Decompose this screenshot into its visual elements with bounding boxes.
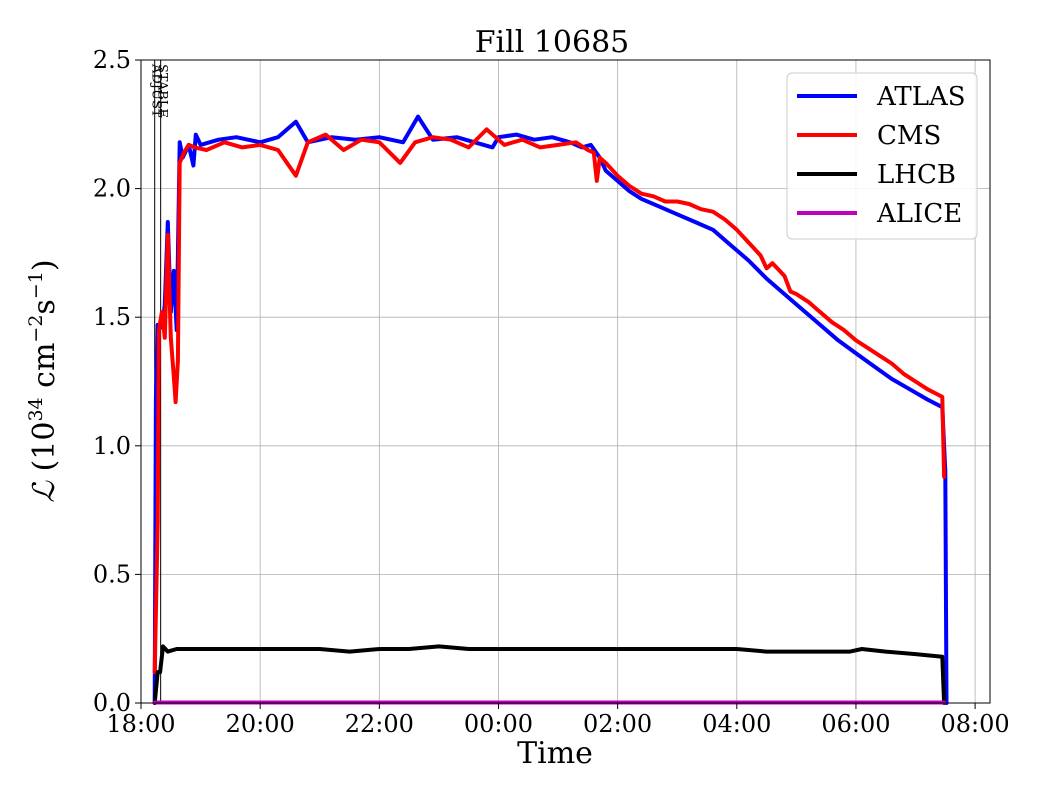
x-tick-label: 08:00 (941, 710, 1010, 738)
series-line-cms (152, 127, 947, 675)
y-tick-label: 0.5 (93, 560, 131, 588)
x-tick-label: 04:00 (702, 710, 771, 738)
y-axis-label-mid: cm (27, 343, 62, 398)
y-axis-label-exp1: 34 (25, 397, 47, 421)
legend: ATLAS CMS LHCB ALICE (786, 72, 978, 240)
y-tick-label: 2.5 (93, 46, 131, 74)
y-axis-label-exp2: −2 (25, 315, 47, 343)
y-tick-label: 1.5 (93, 303, 131, 331)
y-axis-label-exp3: −1 (25, 271, 47, 299)
legend-label-alice: ALICE (876, 199, 962, 229)
y-axis-label: ℒ (1034 cm−2s−1) (25, 259, 62, 502)
x-tick-label: 18:00 (106, 710, 175, 738)
x-tick-label: 00:00 (464, 710, 533, 738)
y-tick-label: 2.0 (93, 175, 131, 203)
y-axis-label-open: (10 (27, 422, 62, 481)
state-marker-label: ADJUST (149, 63, 164, 118)
x-axis-ticks: 18:00 20:00 22:00 00:00 02:00 04:00 06:00 08:00 (106, 703, 1010, 738)
y-axis-label-close: ) (27, 259, 62, 271)
legend-label-lhcb: LHCB (877, 160, 956, 190)
legend-label-cms: CMS (877, 121, 941, 151)
x-tick-label: 06:00 (821, 710, 890, 738)
legend-label-atlas: ATLAS (876, 82, 966, 112)
x-axis-label: Time (517, 736, 593, 771)
series-line-lhcb (152, 644, 947, 705)
series-line-atlas (152, 114, 949, 705)
state-marker-label: STABLE (155, 64, 170, 118)
legend-box (786, 72, 978, 240)
plot-frame (140, 59, 991, 704)
x-tick-label: 02:00 (583, 710, 652, 738)
y-axis-label-symbol: ℒ (27, 480, 62, 503)
x-tick-label: 20:00 (226, 710, 295, 738)
y-tick-label: 1.0 (93, 432, 131, 460)
y-axis-label-s: s (27, 299, 62, 314)
x-tick-label: 22:00 (345, 710, 414, 738)
y-tick-label: 0.0 (93, 689, 131, 717)
chart-title: Fill 10685 (475, 25, 630, 60)
y-axis-ticks: 0.0 0.5 1.0 1.5 2.0 2.5 (93, 46, 141, 717)
